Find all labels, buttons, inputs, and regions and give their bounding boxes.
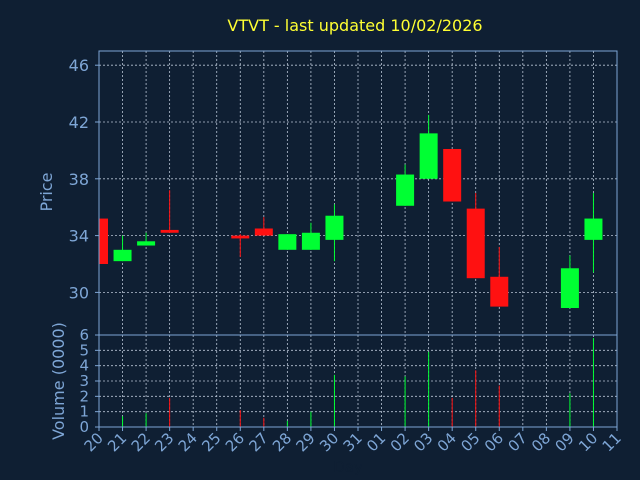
candle-body [254, 228, 273, 236]
candle-body [396, 174, 415, 206]
candle-body [137, 241, 156, 246]
candle-20 [98, 218, 108, 264]
volume-tick-label: 4 [79, 357, 89, 375]
candle-body [490, 276, 509, 307]
candle-body [560, 268, 579, 309]
candle-body [99, 218, 108, 264]
volume-bars [122, 338, 594, 427]
candle-body [301, 232, 320, 250]
candle-28 [278, 234, 297, 250]
candle-body [231, 235, 250, 239]
volume-tick-label: 3 [79, 372, 89, 390]
candle-23 [160, 190, 179, 233]
volume-plot-frame [98, 334, 618, 428]
volume-tick-label: 2 [79, 387, 89, 405]
candle-body [419, 133, 438, 179]
candle-body [443, 148, 462, 202]
price-axis-label: Price [37, 172, 56, 211]
candle-body [113, 249, 132, 262]
candle-27 [254, 217, 273, 236]
candle-body [466, 208, 485, 279]
candle-30 [325, 204, 344, 262]
candle-02 [396, 164, 415, 206]
x-tick-labels: 2021222324252627282930310102030405060708… [81, 427, 625, 455]
candle-21 [113, 235, 132, 262]
candle-09 [560, 255, 579, 309]
x-axis-label: Day [333, 458, 363, 476]
volume-tick-label: 0 [79, 418, 89, 436]
candle-29 [301, 222, 320, 250]
candle-04 [443, 148, 462, 202]
volume-tick-label: 1 [79, 403, 89, 421]
candle-03 [419, 114, 438, 179]
candles [98, 114, 603, 309]
candle-26 [231, 234, 250, 257]
price-y-tick-labels: 30 34 38 42 46 [69, 56, 99, 302]
volume-tick-label: 6 [79, 326, 89, 344]
candle-body [160, 229, 179, 233]
candle-05 [466, 193, 485, 279]
chart-title: VTVT - last updated 10/02/2026 [227, 16, 482, 35]
candle-body [584, 218, 603, 240]
candle-body [278, 234, 297, 250]
price-tick-label: 34 [69, 227, 89, 246]
candle-22 [137, 232, 156, 246]
candle-body [325, 215, 344, 240]
volume-axis-label: Volume (0000) [49, 322, 68, 440]
price-tick-label: 38 [69, 170, 89, 189]
price-tick-label: 30 [69, 283, 89, 302]
candle-10 [584, 193, 603, 273]
price-tick-label: 46 [69, 56, 89, 75]
price-tick-label: 42 [69, 113, 89, 132]
volume-tick-label: 5 [79, 341, 89, 359]
candle-06 [490, 246, 509, 307]
